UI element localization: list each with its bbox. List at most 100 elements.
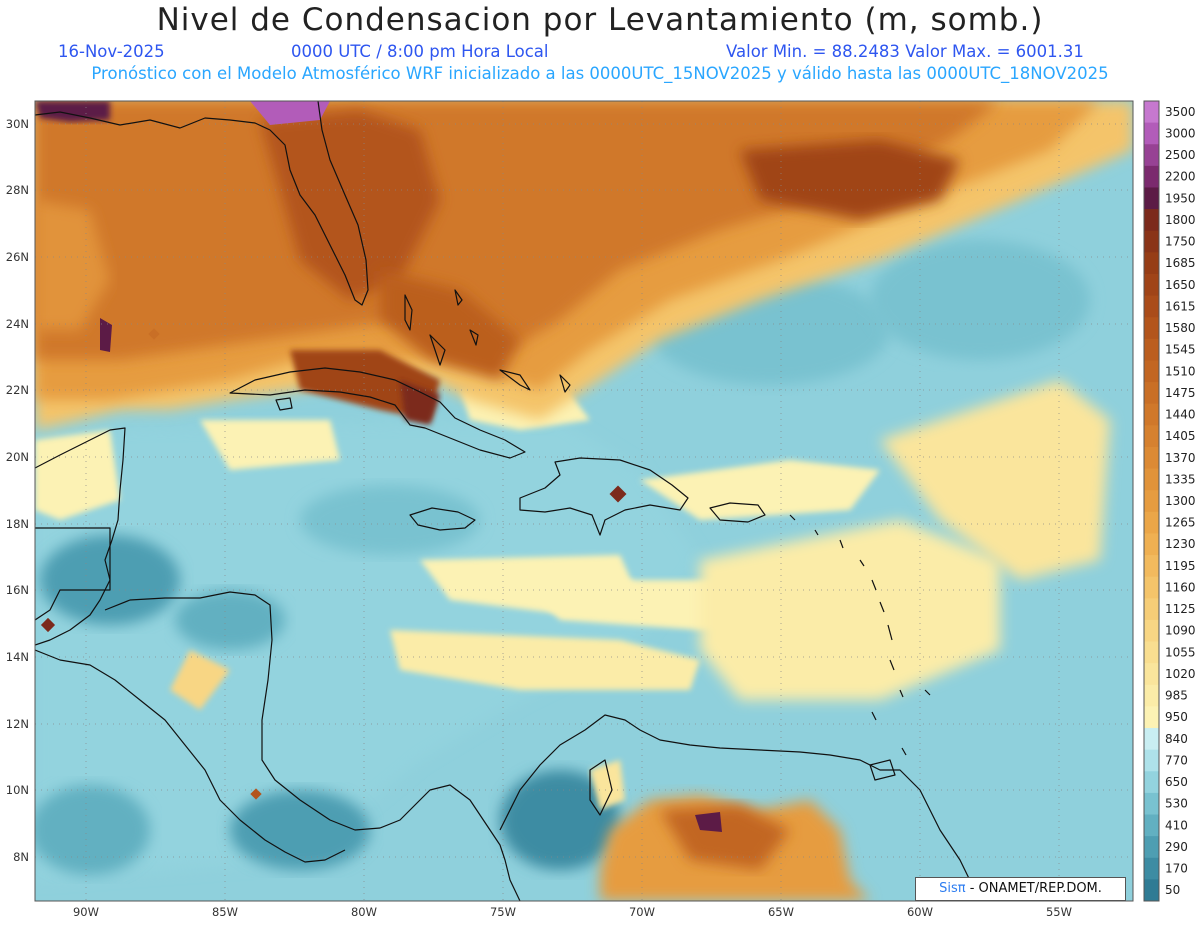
lat-label: 14N <box>6 650 29 664</box>
value-min-max: Valor Min. = 88.2483 Valor Max. = 6001.3… <box>726 42 1084 61</box>
colorbar-legend: 3500 3000 2500 2200 1950 1800 1750 1685 1650 1615… <box>1143 100 1196 902</box>
longitude-labels: 90W 85W 80W 75W 70W 65W 60W 55W <box>73 905 1072 919</box>
colorbar-label: 1545 <box>1165 343 1196 357</box>
colorbar-swatch <box>1144 360 1159 383</box>
colorbar-label: 650 <box>1165 775 1188 789</box>
coast-lake-maracaibo <box>589 759 613 816</box>
colorbar-label: 1405 <box>1165 429 1196 443</box>
colorbar-swatch <box>1144 533 1159 556</box>
lcl-shaded-field <box>35 101 1133 901</box>
colorbar-swatch <box>1144 879 1159 902</box>
colorbar-label: 1800 <box>1165 213 1196 227</box>
map-title: Nivel de Condensacion por Levantamiento … <box>156 2 1044 38</box>
colorbar-swatch <box>1144 468 1159 491</box>
credit-text: - ONAMET/REP.DOM. <box>965 881 1102 896</box>
lat-lon-grid <box>35 101 1133 901</box>
map-frame <box>34 100 1134 902</box>
lat-label: 24N <box>6 317 29 331</box>
lat-label: 22N <box>6 383 29 397</box>
colorbar-label: 840 <box>1165 732 1188 746</box>
colorbar-label: 2200 <box>1165 170 1196 184</box>
latitude-labels: 30N 28N 26N 24N 22N 20N 18N 16N 14N 12N … <box>6 117 29 864</box>
coast-central-america <box>104 591 521 901</box>
colorbar-swatch <box>1144 144 1159 167</box>
lon-label: 65W <box>768 905 794 919</box>
colorbar-label: 1440 <box>1165 408 1196 422</box>
colorbar-swatch <box>1144 598 1159 621</box>
colorbar-swatch <box>1144 728 1159 751</box>
lat-label: 8N <box>13 850 29 864</box>
coast-pacific <box>35 649 346 863</box>
lat-label: 26N <box>6 250 29 264</box>
colorbar-label: 1265 <box>1165 516 1196 530</box>
colorbar-label: 290 <box>1165 840 1188 854</box>
coast-lesser-antilles <box>789 514 931 756</box>
colorbar-label: 2500 <box>1165 148 1196 162</box>
colorbar-swatch <box>1144 511 1159 534</box>
coast-gulf-north <box>35 101 369 306</box>
colorbar-swatch <box>1144 555 1159 578</box>
colorbar-label: 770 <box>1165 753 1188 767</box>
coast-bahamas <box>404 289 571 393</box>
credit-box: Sisπ - ONAMET/REP.DOM. <box>915 877 1126 901</box>
colorbar-label: 3500 <box>1165 105 1196 119</box>
colorbar-label: 1230 <box>1165 537 1196 551</box>
coast-trinidad <box>869 759 896 781</box>
coast-colombia-venezuela <box>499 714 981 901</box>
colorbar-label: 985 <box>1165 689 1188 703</box>
colorbar-swatch <box>1144 187 1159 210</box>
colorbar-label: 1475 <box>1165 386 1196 400</box>
colorbar-label: 1160 <box>1165 580 1196 594</box>
colorbar-swatch <box>1144 403 1159 426</box>
colorbar-swatch <box>1144 382 1159 405</box>
coast-isla-juventud <box>275 397 293 411</box>
colorbar-label: 1510 <box>1165 364 1196 378</box>
colorbar-swatch <box>1144 209 1159 232</box>
colorbar-swatch <box>1144 317 1159 340</box>
colorbar-swatch <box>1144 792 1159 816</box>
colorbar-label: 3000 <box>1165 126 1196 140</box>
lat-label: 10N <box>6 783 29 797</box>
lon-label: 70W <box>629 905 655 919</box>
lat-label: 30N <box>6 117 29 131</box>
colorbar-label: 1090 <box>1165 624 1196 638</box>
colorbar-swatch <box>1144 857 1159 880</box>
colorbar-label: 410 <box>1165 818 1188 832</box>
lat-label: 20N <box>6 450 29 464</box>
lat-label: 12N <box>6 717 29 731</box>
lon-label: 80W <box>351 905 377 919</box>
colorbar-swatch <box>1144 122 1159 145</box>
coastlines <box>35 101 981 901</box>
coast-yucatan <box>35 427 126 646</box>
lon-label: 75W <box>490 905 516 919</box>
colorbar-label: 1020 <box>1165 667 1196 681</box>
colorbar-swatch <box>1144 619 1159 643</box>
model-info-line: Pronóstico con el Modelo Atmosférico WRF… <box>91 64 1109 83</box>
lat-label: 16N <box>6 583 29 597</box>
colorbar-label: 1125 <box>1165 602 1196 616</box>
colorbar-label: 1950 <box>1165 191 1196 205</box>
coast-jamaica <box>409 507 476 531</box>
colorbar-label: 1300 <box>1165 494 1196 508</box>
colorbar-swatch <box>1144 749 1159 772</box>
colorbar-swatch <box>1144 230 1159 253</box>
colorbar-label: 1750 <box>1165 235 1196 249</box>
colorbar-swatch <box>1144 252 1159 275</box>
colorbar-label: 1195 <box>1165 559 1196 573</box>
colorbar-swatch <box>1144 295 1159 318</box>
sispi-logo: Sisπ <box>939 881 966 896</box>
colorbar-swatch <box>1144 446 1159 470</box>
colorbar-label: 530 <box>1165 797 1188 811</box>
forecast-time: 0000 UTC / 8:00 pm Hora Local <box>291 42 549 61</box>
colorbar-label: 1335 <box>1165 472 1196 486</box>
lat-label: 18N <box>6 517 29 531</box>
lon-label: 55W <box>1046 905 1072 919</box>
colorbar-label: 50 <box>1165 883 1180 897</box>
colorbar-swatch <box>1144 814 1159 837</box>
colorbar-swatch <box>1144 684 1159 707</box>
lon-label: 60W <box>907 905 933 919</box>
colorbar-label: 1615 <box>1165 299 1196 313</box>
lon-label: 85W <box>212 905 238 919</box>
colorbar-swatch <box>1144 836 1159 859</box>
colorbar-swatch <box>1144 771 1159 794</box>
